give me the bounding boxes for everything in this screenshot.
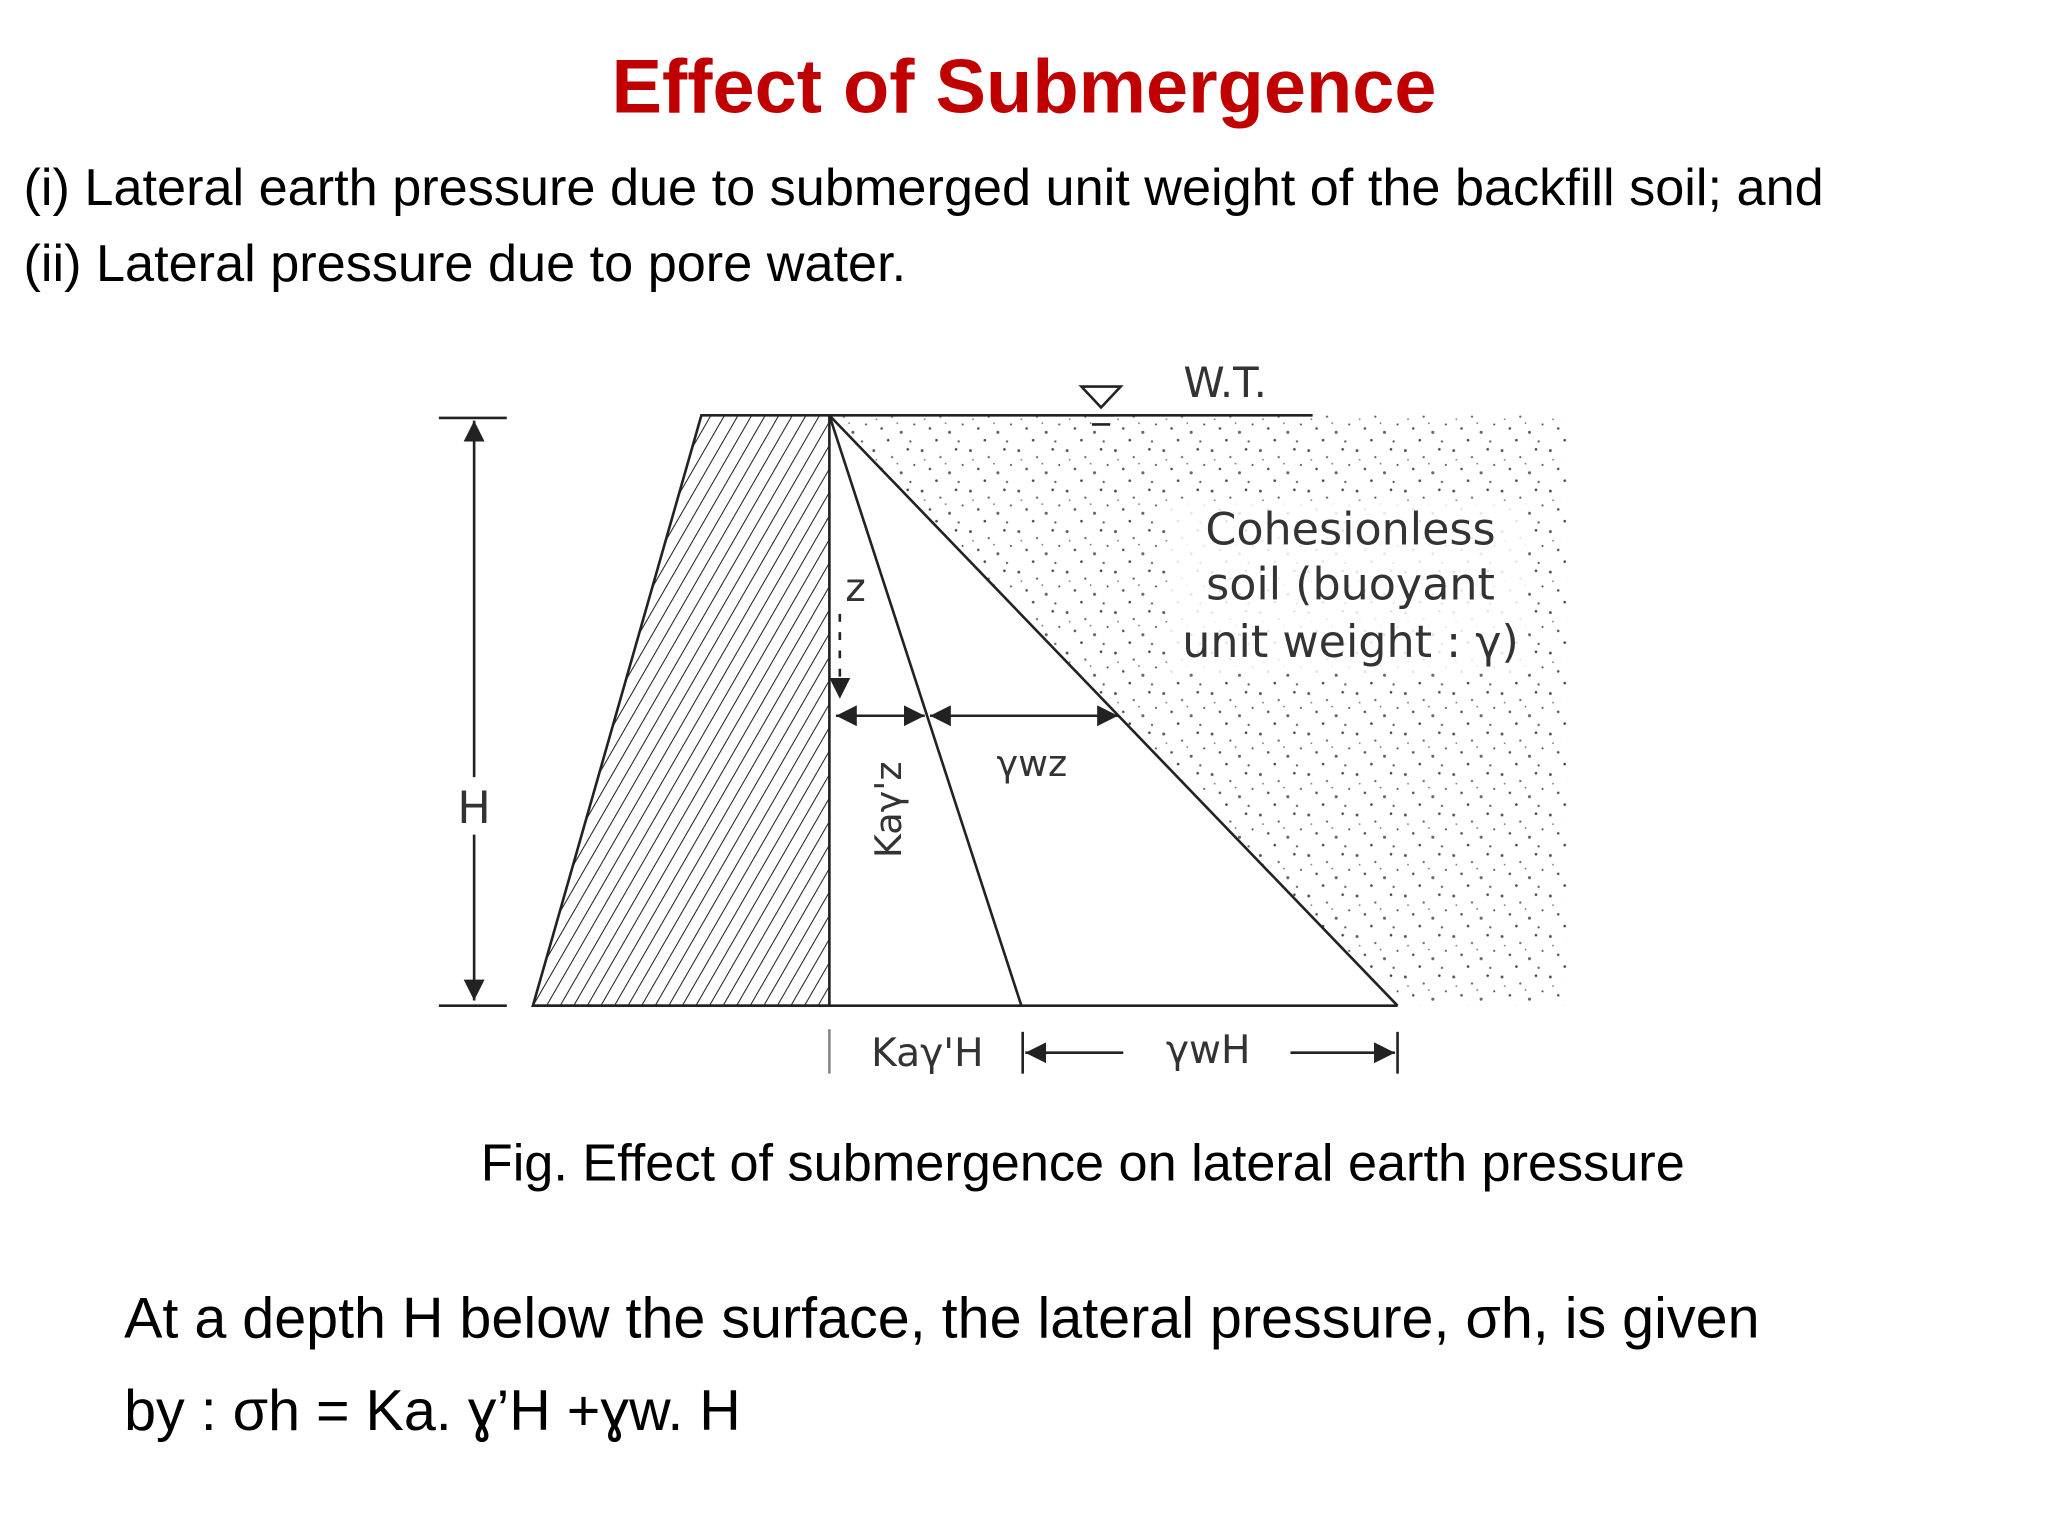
- depth-label: z: [845, 566, 866, 611]
- slide-title: Effect of Submergence: [611, 44, 1436, 129]
- soil-label: Cohesionless: [1205, 505, 1495, 556]
- conclusion-line: by : σh = Ka. ɣ’H +ɣw. H: [124, 1379, 741, 1443]
- water-pressure-label: γwz: [996, 742, 1067, 785]
- soil-label: unit weight : γ): [1182, 617, 1519, 668]
- water-pressure-base-label: γwH: [1166, 1028, 1251, 1073]
- label-bg: [444, 777, 505, 835]
- soil-label: soil (buoyant: [1206, 560, 1495, 611]
- figure-caption: Fig. Effect of submergence on lateral ea…: [481, 1135, 1685, 1193]
- intro-line: (i) Lateral earth pressure due to submer…: [24, 159, 1824, 217]
- water-table-symbol: [1078, 385, 1124, 410]
- label-bg: [1168, 502, 1529, 673]
- soil-pressure-label: Kaγ'z: [867, 761, 910, 858]
- soil-pressure-line: [828, 414, 1023, 1007]
- wall: [531, 414, 831, 1008]
- intro-line: (ii) Lateral pressure due to pore water.: [24, 235, 907, 293]
- soil-pressure-base-label: Kaγ'H: [871, 1031, 983, 1076]
- height-label: H: [457, 783, 490, 834]
- water-table-label: W.T.: [1183, 358, 1267, 407]
- conclusion-line: At a depth H below the surface, the late…: [124, 1286, 1759, 1350]
- figure: H z Kaγ'z γwz W.T. Cohesionless soil (bu…: [438, 358, 1568, 1076]
